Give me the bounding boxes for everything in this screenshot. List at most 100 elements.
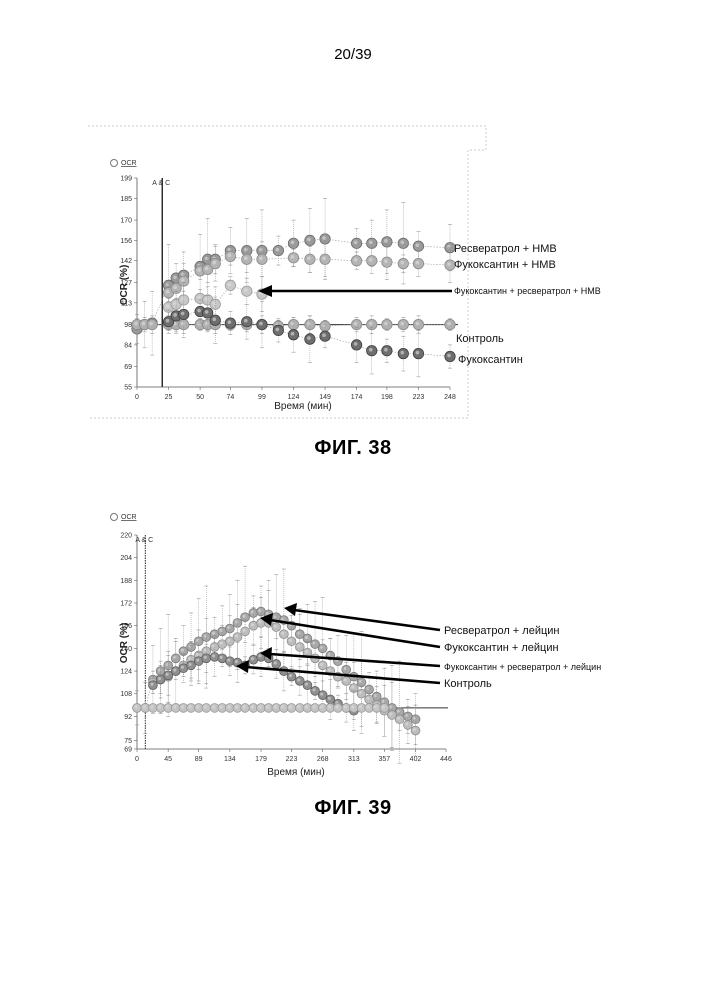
f39-data-point-highlight [220, 656, 223, 659]
f39-data-point-highlight [335, 705, 338, 708]
f39-data-point-highlight [204, 705, 207, 708]
f39-data-point-highlight [405, 722, 408, 725]
f39-data-point-highlight [173, 705, 176, 708]
f39-xtick-label: 223 [286, 756, 298, 763]
f39-data-point-highlight [227, 705, 230, 708]
f39-data-point-highlight [320, 705, 323, 708]
f39-data-point-highlight [166, 705, 169, 708]
f39-series-3 [133, 704, 389, 713]
f39-xtick-label: 45 [164, 756, 172, 763]
f39-data-point-highlight [289, 705, 292, 708]
f39-data-point-highlight [305, 705, 308, 708]
fig39-annot-fuco-leu: Фукоксантин + лейцин [444, 642, 559, 654]
fig39-xlabel: Время (мин) [267, 767, 325, 778]
f39-data-point-highlight [204, 656, 207, 659]
f39-data-point-highlight [243, 705, 246, 708]
f39-xtick-label: 313 [348, 756, 360, 763]
f39-data-point-highlight [181, 705, 184, 708]
f39-data-point-highlight [258, 620, 261, 623]
fig39-x-ticks: 0 45 89 134 179 223 268 313 357 402 446 [135, 749, 452, 763]
f39-data-point-highlight [143, 705, 146, 708]
f39-data-point-highlight [243, 629, 246, 632]
f39-data-point-highlight [274, 661, 277, 664]
f39-ytick-label: 75 [124, 738, 132, 745]
f39-data-point-highlight [328, 705, 331, 708]
fig39-legend-label: OCR [121, 514, 137, 521]
f39-data-point-highlight [297, 644, 300, 647]
f39-data-point-highlight [150, 705, 153, 708]
f39-xtick-label: 268 [317, 756, 329, 763]
f39-data-point-highlight [220, 705, 223, 708]
f39-data-point-highlight [389, 712, 392, 715]
f39-data-point-highlight [359, 691, 362, 694]
f39-data-point-highlight [328, 669, 331, 672]
f39-data-point-highlight [367, 697, 370, 700]
f39-data-point-highlight [258, 705, 261, 708]
f39-data-point-highlight [289, 639, 292, 642]
f39-data-point-highlight [382, 705, 385, 708]
f39-data-point-highlight [158, 705, 161, 708]
f39-data-point-highlight [305, 636, 308, 639]
f39-data-point-highlight [328, 697, 331, 700]
f39-data-point-highlight [158, 677, 161, 680]
f39-data-point-highlight [413, 728, 416, 731]
fig39-series [133, 566, 420, 763]
f39-data-point-highlight [150, 683, 153, 686]
f39-ytick-label: 124 [120, 669, 132, 676]
f39-xtick-label: 89 [195, 756, 203, 763]
f39-ytick-label: 204 [120, 555, 132, 562]
f39-xtick-label: 446 [440, 756, 452, 763]
f39-data-point-highlight [258, 654, 261, 657]
f39-xtick-label: 0 [135, 756, 139, 763]
f39-data-point-highlight [281, 632, 284, 635]
f39-xtick-label: 402 [410, 756, 422, 763]
f39-data-point-highlight [212, 654, 215, 657]
f39-data-point-highlight [212, 705, 215, 708]
f39-data-point-highlight [189, 705, 192, 708]
f39-data-point-highlight [251, 705, 254, 708]
f39-data-point-highlight [196, 705, 199, 708]
f39-data-point-highlight [227, 659, 230, 662]
f39-ytick-label: 172 [120, 601, 132, 608]
f39-data-point-highlight [181, 649, 184, 652]
f39-data-point-highlight [344, 705, 347, 708]
f39-ytick-label: 220 [120, 533, 132, 540]
f39-data-point-highlight [196, 659, 199, 662]
fig39-ac-label: A & C [135, 537, 153, 544]
f39-data-point-highlight [251, 623, 254, 626]
fig39-title: ФИГ. 39 [0, 797, 706, 820]
f39-data-point-highlight [181, 666, 184, 669]
f39-data-point-highlight [166, 673, 169, 676]
f39-data-point-highlight [313, 688, 316, 691]
f39-data-point-highlight [351, 686, 354, 689]
f39-xtick-label: 179 [255, 756, 267, 763]
f39-xtick-label: 134 [224, 756, 236, 763]
f39-data-point-highlight [281, 705, 284, 708]
f39-data-point-highlight [359, 705, 362, 708]
f39-data-point-highlight [297, 678, 300, 681]
f39-data-point-highlight [235, 705, 238, 708]
f39-data-point-highlight [320, 663, 323, 666]
f39-data-point-highlight [251, 657, 254, 660]
f39-data-point-highlight [274, 625, 277, 628]
f39-data-point-highlight [227, 639, 230, 642]
f39-data-point-highlight [367, 705, 370, 708]
f39-data-point-highlight [344, 678, 347, 681]
f39-data-point-highlight [173, 669, 176, 672]
fig39-annot-fuco-resv-leu: Фукоксантин + ресвератрол + лейцин [444, 662, 601, 672]
f39-data-point-highlight [320, 693, 323, 696]
f39-ytick-label: 69 [124, 747, 132, 754]
f39-data-point-highlight [212, 632, 215, 635]
f39-ytick-label: 188 [120, 578, 132, 585]
fig39-arrow-3 [270, 654, 440, 666]
f39-data-point-highlight [243, 615, 246, 618]
f39-data-point-highlight [305, 683, 308, 686]
f39-xtick-label: 357 [378, 756, 390, 763]
f39-data-point-highlight [235, 634, 238, 637]
f39-data-point-highlight [220, 642, 223, 645]
f39-data-point-highlight [274, 705, 277, 708]
f39-data-point-highlight [266, 705, 269, 708]
f39-ytick-label: 92 [124, 714, 132, 721]
f39-data-point-highlight [134, 705, 137, 708]
